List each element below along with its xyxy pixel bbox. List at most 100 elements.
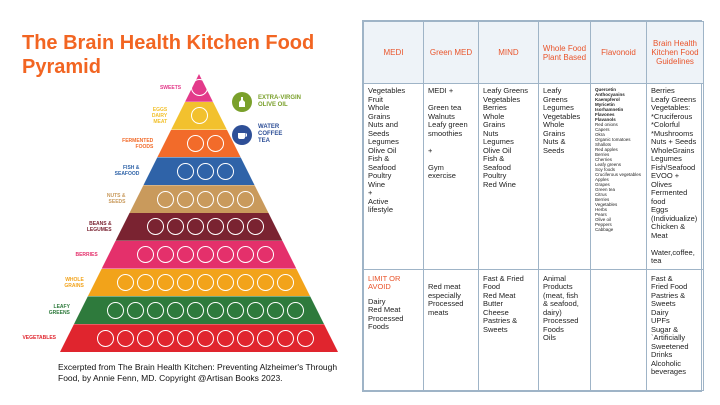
cell-line: beverages	[651, 367, 687, 376]
food-icon	[286, 301, 304, 319]
avoid-row: LIMIT OR AVOID Dairy Red Meat Processed Foods…	[363, 268, 704, 391]
food-icon	[196, 246, 214, 264]
cell-line: Berries	[651, 86, 675, 95]
food-icon	[206, 301, 224, 319]
cell-line: Water,coffee,	[651, 247, 695, 257]
cell-line: Fermented	[651, 188, 688, 197]
cell-line: Sweetened	[651, 341, 689, 351]
pyramid-food-icons	[190, 107, 208, 125]
legend-water-coffee-tea: WATER COFFEE TEA	[232, 124, 282, 145]
food-icon	[256, 329, 274, 347]
cell-line: Chicken &	[651, 222, 686, 231]
food-pyramid: SWEETS EGGS DAIRY MEAT FERMENTED FOODS FISH & S…	[22, 74, 338, 352]
cell-line: *Cruciferous	[651, 111, 693, 121]
food-icon	[216, 190, 234, 208]
cell-line: Products	[543, 282, 573, 291]
cell-line: Red meat	[428, 282, 461, 291]
cell-line: Leafy Greens	[651, 94, 697, 104]
food-icon	[176, 329, 194, 347]
header-medi: MEDI	[363, 21, 424, 84]
food-icon	[216, 274, 234, 291]
cell-line: Myricetin	[595, 102, 615, 107]
food-icon	[246, 218, 264, 236]
food-icon	[216, 246, 234, 264]
water-coffee-tea-icon	[232, 124, 252, 145]
cell-line: Green tea	[595, 187, 616, 192]
cell-line: Fried Food	[651, 282, 688, 291]
pyramid-band-label: SWEETS	[159, 84, 182, 91]
cell-line: Foods	[368, 322, 389, 331]
food-icon	[176, 190, 194, 208]
cell-line: Soy foods	[595, 167, 616, 172]
cell-line: smoothies	[428, 128, 463, 138]
cell-line: Red Meat	[368, 305, 401, 314]
cell-line: Wine	[368, 179, 386, 189]
cell-line: Okra	[595, 132, 605, 137]
food-icon	[136, 274, 154, 291]
food-icon	[266, 301, 284, 319]
food-icon	[236, 274, 254, 291]
cell-line: Greens	[543, 94, 568, 104]
cell-line: Active	[368, 196, 389, 206]
food-icon	[116, 329, 134, 347]
cell-line: Peppers	[595, 222, 612, 227]
cell-line: Cabbage	[595, 227, 614, 232]
pyramid-band-label: NUTS & SEEDS	[106, 193, 126, 206]
food-icon	[176, 274, 194, 291]
header-brain-health-kitchen: Brain Health Kitchen Food Guidelines	[646, 21, 704, 84]
cell-line: Grains	[368, 111, 391, 121]
cell-line: Food	[483, 282, 501, 291]
cell-line: Fast & Fried	[483, 273, 524, 283]
pyramid-food-icons	[96, 329, 314, 347]
diet-comparison-table: MEDI Green MED MIND Whole Food Plant Bas…	[362, 20, 704, 392]
cell-line: Butter	[483, 299, 504, 308]
pyramid-band-label: EGGS DAIRY MEAT	[151, 106, 168, 125]
avoid-cell: Fast & Fried Food Pastries & Sweets Dairy UPF…	[646, 268, 704, 391]
cell-line: (meat, fish	[543, 290, 579, 300]
cell-line: dairy)	[543, 307, 562, 317]
header-green-med: Green MED	[423, 21, 479, 84]
cell-line: +	[368, 188, 373, 197]
food-icon	[176, 162, 194, 180]
cell-line: Legumes	[543, 103, 574, 112]
cell-line: Whole	[368, 103, 390, 112]
cell-line: Red Wine	[483, 179, 516, 189]
food-icon	[246, 301, 264, 319]
avoid-cell: LIMIT OR AVOID Dairy Red Meat Processed Foods	[363, 268, 424, 391]
table-header-row: MEDI Green MED MIND Whole Food Plant Bas…	[363, 21, 704, 84]
food-icon	[216, 162, 234, 180]
cell-line: Leafy	[543, 86, 562, 95]
food-icon	[196, 274, 214, 291]
cell-line: Red Meat	[483, 290, 516, 300]
cell-line: Seeds	[368, 128, 390, 138]
pyramid-band-label: FERMENTED FOODS	[122, 137, 154, 150]
cell-line: Grapes	[595, 182, 610, 187]
food-icon	[126, 301, 144, 319]
cell-line: Vegetables	[368, 86, 406, 95]
cell-line: Citrus	[595, 192, 607, 197]
cell-line: Whole	[483, 111, 505, 121]
avoid-cell: Fast & Fried Food Red Meat Butter Cheese Past…	[478, 268, 539, 391]
cell-line: Animal	[543, 273, 566, 283]
food-icon	[216, 329, 234, 347]
cell-line: +	[428, 145, 433, 155]
legend-olive-oil-label: EXTRA-VIRGIN OLIVE OIL	[258, 95, 302, 108]
food-icon	[256, 274, 274, 291]
pyramid-band-label: BERRIES	[75, 251, 98, 258]
header-flavonoid: Flavonoid	[590, 21, 647, 84]
food-icon	[196, 162, 214, 180]
cell-line: Vegetables:	[651, 103, 691, 112]
food-icon	[156, 246, 174, 264]
food-icon	[186, 218, 204, 236]
cell-line: (Individualize)	[651, 213, 698, 223]
avoid-cell: Red meat especially Processed meats	[423, 268, 479, 391]
cell-line: Berries	[483, 103, 507, 112]
cell-line: Berries	[595, 152, 610, 157]
cell-line: Fast &	[651, 273, 673, 283]
cell-line: Seafood	[483, 162, 511, 172]
avoid-cell: Animal Products (meat, fish & seafood, dairy…	[538, 268, 591, 391]
cell-line: Poultry	[368, 171, 392, 180]
cell-line: Cruciferous vegetables	[595, 172, 642, 177]
cell-line: Leafy Greens	[483, 86, 529, 95]
cell-line: Nuts	[483, 128, 499, 138]
